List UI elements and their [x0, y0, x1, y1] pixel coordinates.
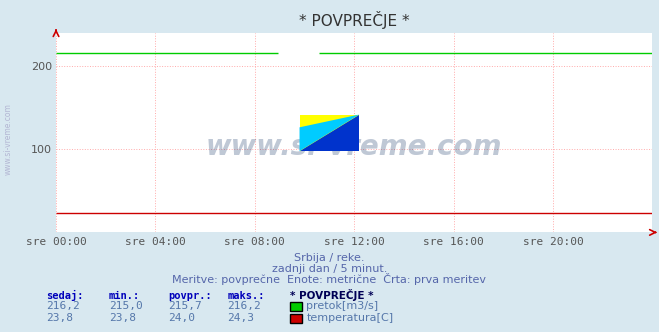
Polygon shape [300, 115, 359, 151]
Text: 23,8: 23,8 [109, 313, 136, 323]
Text: temperatura[C]: temperatura[C] [306, 313, 393, 323]
Text: 24,3: 24,3 [227, 313, 254, 323]
Text: sedaj:: sedaj: [46, 290, 84, 301]
Text: 23,8: 23,8 [46, 313, 73, 323]
Text: 215,7: 215,7 [168, 301, 202, 311]
Text: Srbija / reke.: Srbija / reke. [295, 253, 364, 263]
Text: pretok[m3/s]: pretok[m3/s] [306, 301, 378, 311]
Text: 216,2: 216,2 [227, 301, 261, 311]
Text: povpr.:: povpr.: [168, 291, 212, 301]
Text: min.:: min.: [109, 291, 140, 301]
Text: www.si-vreme.com: www.si-vreme.com [206, 133, 502, 161]
Bar [300, 115, 359, 151]
Text: * POVPREČJE *: * POVPREČJE * [290, 289, 374, 301]
Title: * POVPREČJE *: * POVPREČJE * [299, 11, 409, 29]
Text: www.si-vreme.com: www.si-vreme.com [3, 104, 13, 175]
Text: maks.:: maks.: [227, 291, 265, 301]
Polygon shape [300, 115, 359, 151]
Text: 215,0: 215,0 [109, 301, 142, 311]
Text: Meritve: povprečne  Enote: metrične  Črta: prva meritev: Meritve: povprečne Enote: metrične Črta:… [173, 273, 486, 285]
Text: 24,0: 24,0 [168, 313, 195, 323]
Text: 216,2: 216,2 [46, 301, 80, 311]
Text: zadnji dan / 5 minut.: zadnji dan / 5 minut. [272, 264, 387, 274]
